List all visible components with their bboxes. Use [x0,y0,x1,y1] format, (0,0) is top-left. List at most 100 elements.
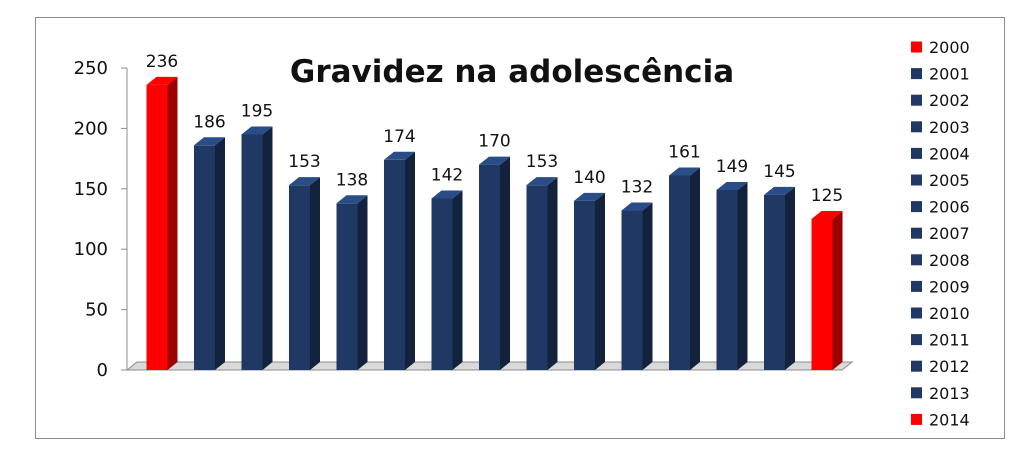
bar-top-face [764,186,795,195]
data-label: 153 [526,152,558,172]
legend-label: 2002 [929,91,970,110]
legend-swatch [911,121,922,133]
bar-front-face [621,210,643,370]
legend-item-2009: 2009 [911,277,970,296]
bars-layer [146,76,843,371]
bar-side-face [737,182,748,370]
bar-top-face [621,202,653,211]
bar-front-face [384,159,405,370]
data-label: 161 [668,143,700,163]
legend-item-2003: 2003 [911,118,970,137]
chart-title: Gravidez na adolescência [290,54,734,90]
legend-item-2001: 2001 [911,65,970,84]
bar-2008 [526,177,558,370]
bar-top-face [574,192,605,201]
y-tick-label: 150 [74,179,108,200]
legend-swatch [911,307,922,319]
bar-2003 [289,177,320,370]
bar-2013 [764,186,795,370]
legend-item-2012: 2012 [911,357,970,376]
data-label: 174 [383,127,415,147]
bar-top-face [811,211,843,219]
legend-label: 2007 [929,224,970,243]
bar-2005 [384,151,415,370]
legend-item-2004: 2004 [911,144,970,163]
bar-side-face [642,202,653,370]
y-tick-label: 50 [85,300,108,321]
y-tick-label: 0 [97,360,108,381]
legend-item-2008: 2008 [911,251,970,270]
legend-label: 2011 [929,331,970,350]
bar-side-face [547,177,558,370]
legend-item-2013: 2013 [911,384,970,403]
bar-2010 [621,202,653,370]
bar-side-face [262,126,273,370]
bar-top-face [289,177,320,186]
legend-label: 2014 [929,410,970,429]
legend-item-2007: 2007 [911,224,970,243]
bar-side-face [785,186,795,370]
data-label: 153 [288,152,320,172]
legend-label: 2000 [929,38,970,57]
bar-front-face [431,198,453,370]
bar-2014 [811,211,843,370]
bar-side-face [500,156,510,370]
bar-top-face [194,137,225,146]
legend-label: 2010 [929,304,970,323]
bar-2007 [479,156,510,370]
data-label: 142 [431,165,463,185]
bar-side-face [405,151,415,370]
legend-label: 2012 [929,357,970,376]
bar-side-face [310,177,320,370]
bar-front-face [336,203,358,370]
bar-top-face [431,190,463,199]
y-tick-label: 250 [74,58,108,79]
bar-front-face [194,145,215,370]
legend-swatch [911,413,922,425]
bar-side-face [357,195,368,370]
legend-label: 2001 [929,65,970,84]
bar-2009 [574,192,605,370]
legend-swatch [911,387,922,399]
bar-2006 [431,190,463,370]
legend-label: 2004 [929,144,970,163]
bar-2004 [336,195,368,370]
bar-front-face [669,175,690,370]
legend: 2000 2001 2002 2003 2004 2005 2006 2007 2008 2009… [911,38,970,429]
legend-swatch [911,280,922,292]
legend-label: 2008 [929,251,970,270]
bar-front-face [479,164,500,370]
bar-top-face [716,182,748,191]
y-tick-label: 100 [74,239,108,260]
data-label: 195 [241,101,273,121]
data-labels-layer: 236 186 195 153 138 174 142 170 153 140 132 161 149 1… [146,52,843,206]
bar-front-face [811,219,833,370]
bar-top-face [479,156,510,165]
legend-item-2014: 2014 [911,410,970,429]
legend-label: 2005 [929,171,970,190]
legend-label: 2003 [929,118,970,137]
legend-swatch [911,201,922,213]
legend-swatch [911,254,922,266]
legend-swatch [911,227,922,239]
bar-side-face [690,167,700,370]
legend-item-2002: 2002 [911,91,970,110]
bar-side-face [167,76,178,371]
bar-top-face [526,177,558,186]
legend-swatch [911,147,922,159]
data-label: 236 [146,52,178,72]
bar-top-face [669,167,700,176]
legend-label: 2006 [929,198,970,217]
bar-front-face [241,134,263,370]
data-label: 132 [621,178,653,198]
data-label: 149 [716,157,748,177]
bar-front-face [146,84,168,371]
legend-swatch [911,41,922,53]
bar-side-face [452,190,463,370]
data-label: 138 [336,170,368,190]
legend-item-2010: 2010 [911,304,970,323]
legend-swatch [911,68,922,80]
legend-swatch [911,94,922,106]
bar-2002 [241,126,273,370]
